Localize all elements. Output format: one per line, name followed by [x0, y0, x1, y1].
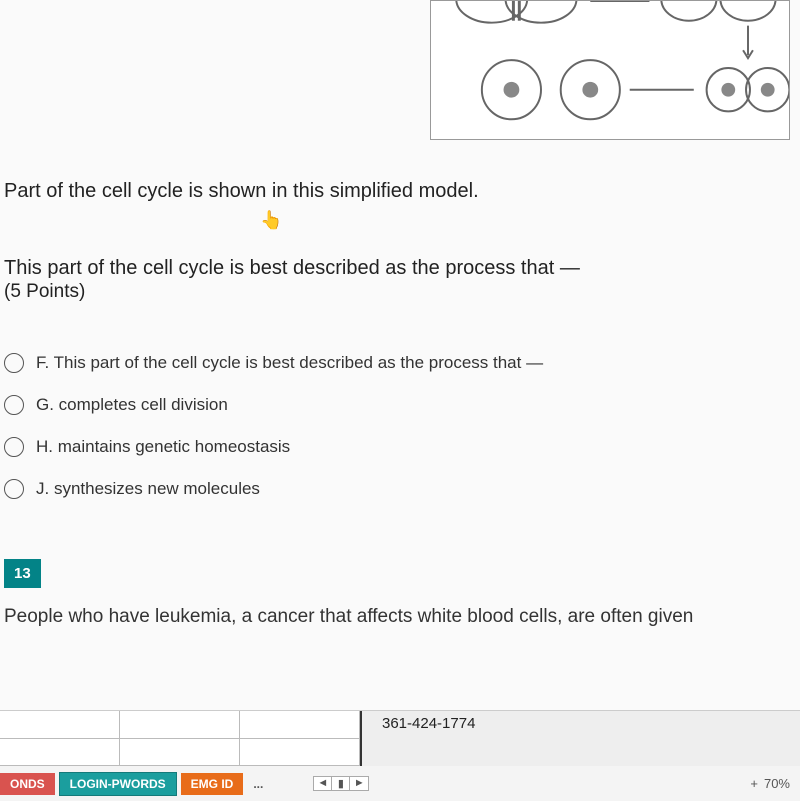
radio-icon [4, 395, 24, 415]
cell-cycle-diagram [430, 0, 790, 140]
grid-cell[interactable] [0, 711, 120, 766]
grid-cell[interactable] [240, 711, 360, 766]
zoom-control[interactable]: + 70% [750, 776, 790, 791]
tab-nav-arrows[interactable]: ◄ ▮ ► [313, 776, 369, 791]
option-j[interactable]: J. synthesizes new molecules [4, 479, 780, 499]
arrow-right-icon[interactable]: ► [350, 777, 368, 790]
option-label: F. This part of the cell cycle is best d… [36, 353, 543, 373]
option-label: H. maintains genetic homeostasis [36, 437, 290, 457]
radio-icon [4, 479, 24, 499]
next-question-text: People who have leukemia, a cancer that … [4, 606, 780, 628]
radio-icon [4, 353, 24, 373]
question-prompt-2: This part of the cell cycle is best desc… [4, 255, 780, 281]
sheet-tab-strip: ONDS LOGIN-PWORDS EMG ID ... ◄ ▮ ► + 70% [0, 766, 800, 801]
radio-icon [4, 437, 24, 457]
arrow-stop-icon[interactable]: ▮ [332, 777, 350, 790]
zoom-value: 70% [764, 776, 790, 791]
option-g[interactable]: G. completes cell division [4, 395, 780, 415]
next-question-block: 13 People who have leukemia, a cancer th… [4, 559, 780, 628]
points-label: (5 Points) [4, 281, 780, 303]
option-label: G. completes cell division [36, 395, 228, 415]
cursor-pointer-icon: 👆 [260, 210, 282, 231]
question-prompt-1: Part of the cell cycle is shown in this … [4, 180, 780, 203]
zoom-plus-icon[interactable]: + [750, 776, 758, 791]
option-f[interactable]: F. This part of the cell cycle is best d… [4, 353, 780, 373]
sheet-tab-emg-id[interactable]: EMG ID [181, 773, 244, 795]
quiz-content: Part of the cell cycle is shown in this … [0, 0, 800, 710]
sheet-tab-login-pwords[interactable]: LOGIN-PWORDS [59, 772, 177, 796]
option-h[interactable]: H. maintains genetic homeostasis [4, 437, 780, 457]
option-label: J. synthesizes new molecules [36, 479, 260, 499]
sheet-tab-onds[interactable]: ONDS [0, 773, 55, 795]
options-list: F. This part of the cell cycle is best d… [4, 353, 780, 499]
spreadsheet-bottom: 361-424-1774 ONDS LOGIN-PWORDS EMG ID ..… [0, 710, 800, 800]
sheet-grid: 361-424-1774 [0, 711, 800, 766]
arrow-left-icon[interactable]: ◄ [314, 777, 332, 790]
phone-cell[interactable]: 361-424-1774 [360, 711, 800, 766]
phone-number: 361-424-1774 [382, 715, 475, 732]
grid-cell[interactable] [120, 711, 240, 766]
question-number-badge: 13 [4, 559, 41, 588]
more-tabs-icon[interactable]: ... [247, 777, 269, 791]
